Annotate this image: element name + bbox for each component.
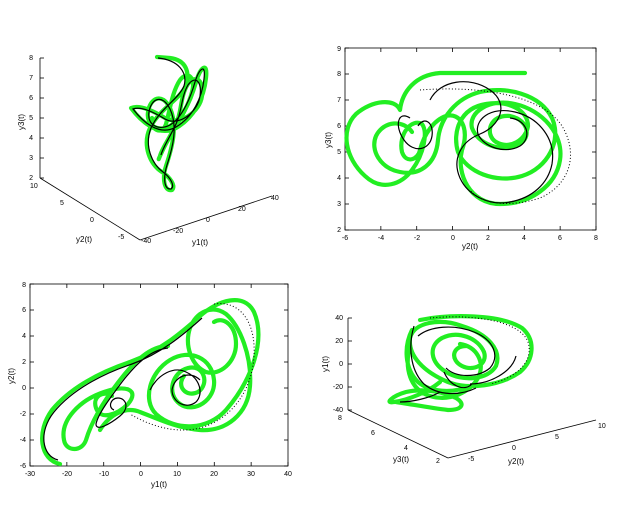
- p3-xtick: -20: [62, 471, 72, 478]
- p3-exact-trajectory: [43, 317, 203, 461]
- p4-xtick: -5: [468, 456, 474, 463]
- p1-xtick: 0: [206, 217, 210, 224]
- p3-ytick: -6: [20, 463, 26, 470]
- p2-ytick: 9: [337, 46, 341, 53]
- p2-ytick: 8: [337, 71, 341, 78]
- p2-approx-trajectory: [344, 70, 563, 207]
- p3-ytick: 8: [22, 282, 26, 289]
- p4-xtick: 5: [555, 434, 559, 441]
- p2-trajectories: [344, 70, 571, 207]
- p1-xtick: 20: [238, 206, 246, 213]
- p2-xtick: 6: [558, 235, 562, 242]
- p1-ytick: 0: [90, 217, 94, 224]
- p3-ytick: 6: [22, 307, 26, 314]
- p1-exact-trajectory: [132, 57, 205, 190]
- p4-exact-trajectory: [399, 325, 517, 403]
- p1-approx-trajectory: [128, 54, 209, 193]
- p2-xtick: -6: [342, 235, 348, 242]
- p1-ztick: 8: [29, 55, 33, 62]
- p3-ylabel: y2(t): [7, 368, 16, 384]
- p3-ytick: -2: [20, 411, 26, 418]
- p3-ytick: 0: [22, 385, 26, 392]
- p3-xtick: -30: [25, 471, 35, 478]
- p1-ztick: 4: [29, 135, 33, 142]
- p3-ytick: 2: [22, 359, 26, 366]
- p3-xtick: -10: [99, 471, 109, 478]
- p2-xtick: 2: [486, 235, 490, 242]
- p2-ytick: 6: [337, 123, 341, 130]
- p4-xtick: 0: [512, 445, 516, 452]
- p1-ytick: 10: [30, 183, 38, 190]
- p1-ylabel: y2(t): [76, 235, 92, 244]
- p4-zlabel: y1(t): [321, 356, 330, 372]
- p2-xtick: 4: [522, 235, 526, 242]
- p4-ztick: 0: [339, 361, 343, 368]
- p4-ytick: 4: [404, 445, 408, 452]
- p1-ztick: 7: [29, 75, 33, 82]
- p3-xtick: 10: [173, 471, 181, 478]
- p4-xtick: 10: [598, 423, 606, 430]
- p4-ztick: 20: [335, 338, 343, 345]
- panel-2d-y1-y2: -6 -4 -2 0 2 4 6 8 -30 -20 -10 0 10 20 3…: [7, 282, 292, 489]
- p1-xtick: -40: [141, 238, 151, 245]
- p4-ztick: -40: [333, 407, 343, 414]
- p4-ytick: 8: [338, 415, 342, 422]
- p1-ztick: 6: [29, 95, 33, 102]
- p1-xtick: -20: [173, 228, 183, 235]
- p1-ztick: 5: [29, 115, 33, 122]
- p3-xtick: 20: [210, 471, 218, 478]
- p4-ytick: 2: [436, 458, 440, 465]
- panel-2d-y2-y3: 2 3 4 5 6 7 8 9 -6 -4 -2 0 2 4 6 8 y2(t)…: [324, 46, 598, 251]
- p2-dotted-trajectory: [419, 88, 571, 204]
- p2-ytick: 2: [337, 227, 341, 234]
- p2-xtick: 0: [451, 235, 455, 242]
- p4-ztick: -20: [333, 384, 343, 391]
- p4-ztick: 40: [335, 315, 343, 322]
- p2-ytick: 5: [337, 149, 341, 156]
- p3-xtick: 0: [139, 471, 143, 478]
- p3-dotted-trajectory: [129, 303, 255, 431]
- p3-frame: [29, 283, 289, 467]
- p4-trajectories: [387, 314, 534, 413]
- panel-3d-y1-y2-y3: 2 3 4 5 6 7 8 y3(t) 10 5 0 -5 y2(t) -40 …: [17, 54, 279, 247]
- p3-approx-trajectory: [40, 298, 261, 467]
- p4-ylabel: y3(t): [393, 455, 409, 464]
- p4-dotted-trajectory: [429, 316, 530, 385]
- panel-3d-y2-y3-y1: -40 -20 0 20 40 y1(t) 8 6 4 2 y3(t) -5 0…: [321, 314, 606, 466]
- panel1-axes: [39, 57, 273, 241]
- p1-xlabel: y1(t): [192, 238, 208, 247]
- p1-zlabel: y3(t): [17, 114, 26, 130]
- p2-ytick: 7: [337, 97, 341, 104]
- p1-ztick: 2: [29, 175, 33, 182]
- p4-ytick: 6: [371, 430, 375, 437]
- p4-approx-trajectory: [387, 314, 534, 413]
- p2-exact-trajectory: [397, 81, 554, 204]
- p2-xtick: -2: [414, 235, 420, 242]
- p1-ytick: -5: [118, 234, 124, 241]
- p2-xtick: -4: [378, 235, 384, 242]
- p1-trajectories: [128, 54, 209, 193]
- p2-xlabel: y2(t): [462, 242, 478, 251]
- p3-trajectories: [40, 298, 261, 467]
- p2-ytick: 3: [337, 201, 341, 208]
- p3-xlabel: y1(t): [151, 480, 167, 489]
- p3-ytick: 4: [22, 333, 26, 340]
- p4-xlabel: y2(t): [508, 457, 524, 466]
- p3-xtick: 30: [247, 471, 255, 478]
- p2-ylabel: y3(t): [324, 132, 333, 148]
- p2-ytick: 4: [337, 175, 341, 182]
- p2-xtick: 8: [594, 235, 598, 242]
- p1-ytick: 5: [60, 200, 64, 207]
- p3-ytick: -4: [20, 437, 26, 444]
- p3-xtick: 40: [284, 471, 292, 478]
- p1-xtick: 40: [271, 195, 279, 202]
- panel4-axes: [347, 317, 597, 459]
- p1-ztick: 3: [29, 155, 33, 162]
